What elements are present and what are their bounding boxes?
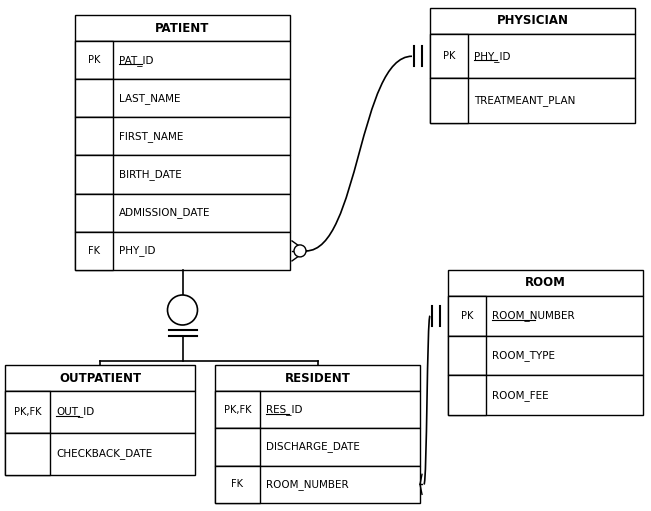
Bar (5, 433, 195, 475)
Bar (75, 15, 290, 41)
Text: ROOM_NUMBER: ROOM_NUMBER (266, 479, 349, 490)
Bar (430, 79, 468, 123)
Bar (75, 118, 113, 155)
Bar (430, 34, 468, 79)
Text: d: d (178, 304, 186, 316)
Text: ROOM_NUMBER: ROOM_NUMBER (492, 310, 575, 321)
Bar (75, 41, 290, 79)
Bar (5, 433, 50, 475)
Text: PAT_ID: PAT_ID (119, 55, 154, 65)
Text: OUT_ID: OUT_ID (56, 407, 94, 417)
Bar (75, 232, 290, 270)
Text: PK: PK (443, 51, 455, 61)
Bar (5, 365, 195, 391)
Bar (448, 296, 643, 336)
Text: ROOM_FEE: ROOM_FEE (492, 390, 549, 401)
Text: FIRST_NAME: FIRST_NAME (119, 131, 184, 142)
Bar (215, 428, 260, 466)
Bar (75, 79, 290, 118)
Bar (215, 428, 420, 466)
Bar (215, 391, 260, 428)
Text: FK: FK (232, 479, 243, 490)
Bar (215, 365, 420, 391)
Bar (448, 336, 486, 376)
Bar (75, 194, 290, 232)
Text: ROOM_TYPE: ROOM_TYPE (492, 350, 555, 361)
Bar (75, 232, 113, 270)
Circle shape (167, 295, 197, 325)
Text: PHYSICIAN: PHYSICIAN (497, 14, 568, 28)
Bar (430, 79, 635, 123)
Text: RES_ID: RES_ID (266, 404, 303, 415)
Text: PHY_ID: PHY_ID (474, 51, 510, 62)
Text: LAST_NAME: LAST_NAME (119, 93, 180, 104)
Bar (75, 155, 290, 194)
Bar (448, 336, 643, 376)
Bar (75, 155, 113, 194)
Bar (75, 79, 113, 118)
Bar (430, 34, 635, 79)
Text: ROOM: ROOM (525, 276, 566, 290)
Bar (5, 391, 50, 433)
Text: RESIDENT: RESIDENT (284, 371, 350, 384)
Bar (215, 391, 420, 428)
Bar (215, 466, 420, 503)
Text: BIRTH_DATE: BIRTH_DATE (119, 169, 182, 180)
Bar (75, 194, 113, 232)
Text: PHY_ID: PHY_ID (119, 245, 156, 257)
Text: DISCHARGE_DATE: DISCHARGE_DATE (266, 442, 360, 452)
Text: PK: PK (88, 55, 100, 65)
Text: TREATMEANT_PLAN: TREATMEANT_PLAN (474, 95, 575, 106)
Text: PATIENT: PATIENT (156, 21, 210, 35)
Bar (430, 8, 635, 34)
Bar (448, 376, 486, 415)
Text: ADMISSION_DATE: ADMISSION_DATE (119, 207, 210, 218)
Text: OUTPATIENT: OUTPATIENT (59, 371, 141, 384)
Text: PK,FK: PK,FK (224, 405, 251, 414)
Bar (448, 270, 643, 296)
Bar (5, 391, 195, 433)
Bar (448, 376, 643, 415)
Text: CHECKBACK_DATE: CHECKBACK_DATE (56, 449, 152, 459)
Bar (448, 296, 486, 336)
Circle shape (294, 245, 306, 257)
Text: PK,FK: PK,FK (14, 407, 41, 417)
Text: PK: PK (461, 311, 473, 321)
Text: FK: FK (88, 246, 100, 256)
Bar (75, 118, 290, 155)
Bar (75, 41, 113, 79)
Bar (215, 466, 260, 503)
